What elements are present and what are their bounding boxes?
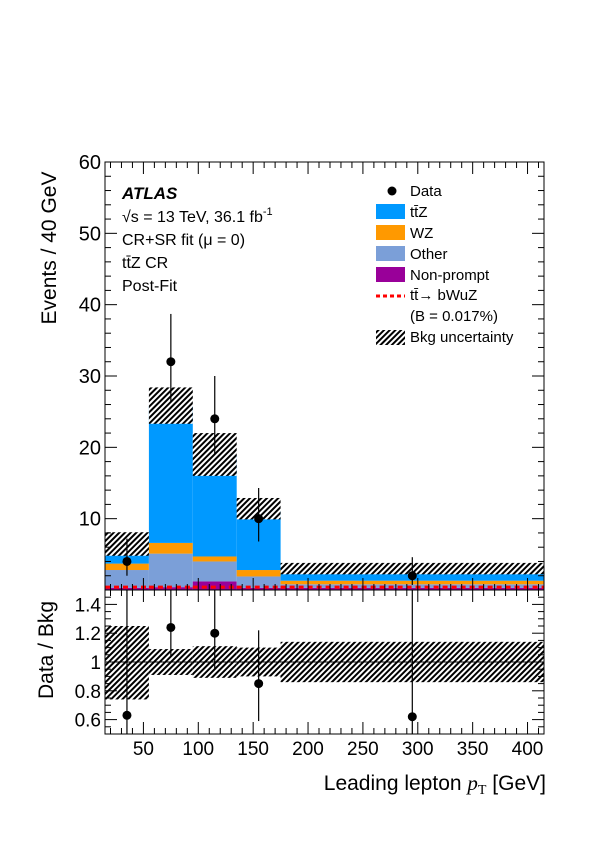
- legend-signal-label: tt̄→ bWuZ: [410, 287, 477, 304]
- main-y-tick-label-60: 60: [79, 152, 101, 174]
- x-tick-label-150: 150: [237, 739, 269, 760]
- x-tick-label-200: 200: [292, 739, 324, 760]
- legend-data-label: Data: [410, 183, 442, 200]
- energy-lumi-label: √s = 13 TeV, 36.1 fb-1: [122, 206, 273, 226]
- x-tick-label-400: 400: [512, 739, 544, 760]
- fit-label: CR+SR fit (μ = 0): [122, 232, 245, 249]
- bar-wz-2: [192, 556, 237, 562]
- bar-non-prompt-3: [236, 587, 281, 590]
- ratio-point-2: [210, 628, 220, 638]
- bar-other-1: [148, 553, 193, 588]
- bar-wz-3: [236, 570, 281, 577]
- legend-nonprompt-label: Non-prompt: [410, 267, 490, 284]
- legend-unc-swatch: [376, 330, 405, 345]
- legend-ttz-label: tt̄Z: [410, 204, 428, 221]
- main-y-tick-label-50: 50: [79, 223, 101, 245]
- main-y-tick-labels: 10 20 30 40 50 60: [79, 152, 101, 531]
- main-data-points: [122, 313, 417, 586]
- main-y-tick-label-10: 10: [79, 509, 101, 531]
- ratio-axis-ticks: [105, 589, 544, 735]
- ratio-point-3: [254, 679, 264, 689]
- main-y-tick-label-30: 30: [79, 366, 101, 388]
- bar-non-prompt-4: [280, 587, 544, 590]
- legend-ttz-swatch: [376, 204, 405, 219]
- ratio-point-1: [166, 622, 176, 632]
- legend-wz-swatch: [376, 225, 405, 240]
- ratio-point-4: [407, 712, 417, 722]
- data-point-1: [166, 357, 176, 367]
- bar-other-2: [192, 561, 237, 582]
- x-tick-label-300: 300: [402, 739, 434, 760]
- ratio-point-0: [122, 710, 132, 720]
- main-y-axis-label: Events / 40 GeV: [38, 172, 61, 325]
- bar-other-0: [105, 570, 149, 588]
- x-tick-label-50: 50: [133, 739, 154, 760]
- ratio-panel-frame: [104, 589, 545, 735]
- ratio-y-tick-label-3: 1.2: [75, 624, 101, 645]
- ratio-y-tick-label-4: 1.4: [75, 595, 102, 616]
- legend: Data tt̄Z WZ Other Non-prompt tt̄→ bWuZ …: [376, 183, 514, 346]
- bar-non-prompt-0: [105, 587, 149, 590]
- ratio-y-tick-label-0: 0.6: [75, 711, 101, 732]
- main-y-tick-label-20: 20: [79, 437, 101, 459]
- bar-wz-1: [148, 542, 193, 554]
- ratio-y-axis-label: Data / Bkg: [35, 601, 58, 699]
- data-point-3: [254, 514, 264, 524]
- main-y-tick-label-40: 40: [79, 295, 101, 317]
- x-tick-label-250: 250: [347, 739, 379, 760]
- legend-wz-label: WZ: [410, 225, 433, 242]
- x-tick-label-350: 350: [457, 739, 489, 760]
- legend-data-marker: [387, 186, 397, 196]
- x-axis-label: Leading lepton pT [GeV]: [324, 771, 546, 798]
- main-axis-ticks: [105, 161, 544, 591]
- legend-other-swatch: [376, 246, 405, 261]
- legend-unc-label: Bkg uncertainty: [410, 329, 514, 346]
- ratio-data-points: [122, 590, 417, 734]
- data-point-4: [407, 571, 417, 581]
- data-point-0: [122, 556, 132, 566]
- legend-signal-note: (B = 0.017%): [410, 308, 498, 325]
- annotation-block: ATLAS √s = 13 TeV, 36.1 fb-1 CR+SR fit (…: [121, 184, 273, 295]
- bar-other-3: [236, 576, 281, 588]
- bar-tt-z-1: [148, 405, 193, 543]
- legend-other-label: Other: [410, 246, 448, 263]
- ratio-y-tick-label-2: 1: [90, 653, 101, 674]
- x-tick-label-100: 100: [182, 739, 214, 760]
- atlas-label: ATLAS: [121, 184, 178, 203]
- stage-label: Post-Fit: [122, 278, 178, 295]
- bar-other-4: [280, 584, 544, 588]
- ratio-y-tick-labels: 0.6 0.8 1 1.2 1.4: [75, 595, 102, 731]
- ratio-y-tick-label-1: 0.8: [75, 682, 101, 703]
- ratio-x-tick-labels: 50 100 150 200 250 300 350 400: [133, 739, 544, 760]
- data-point-2: [210, 414, 220, 424]
- region-label: tt̄Z CR: [122, 255, 168, 272]
- legend-nonprompt-swatch: [376, 267, 405, 282]
- main-stacked-bars: [105, 405, 544, 590]
